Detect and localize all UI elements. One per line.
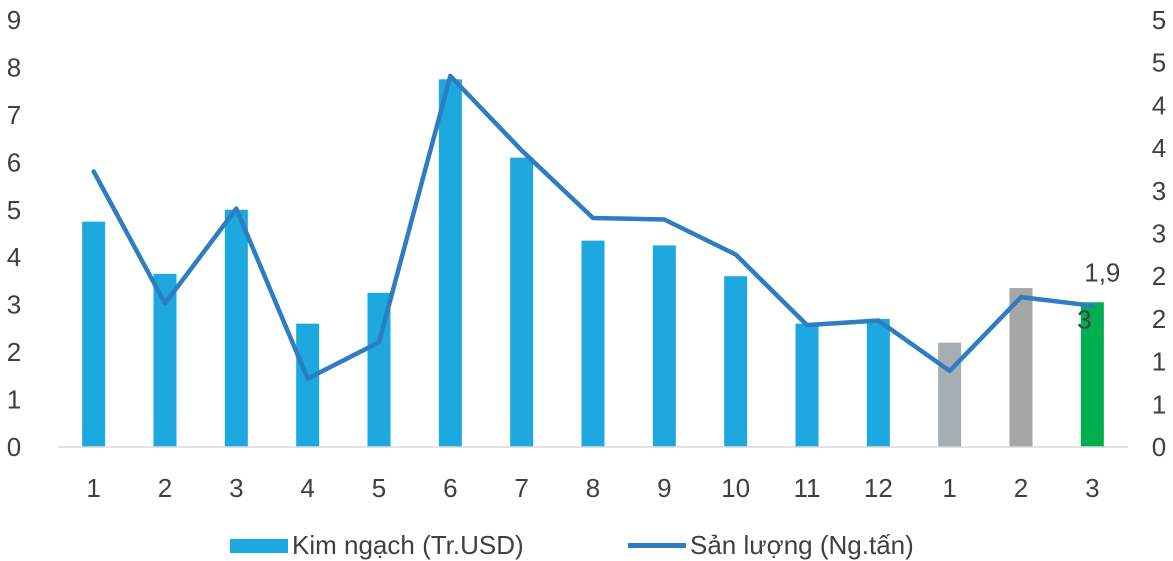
x-tick-label: 3 xyxy=(229,473,243,503)
right-tick-label: 5 xyxy=(1152,48,1166,78)
bar-series xyxy=(82,79,1104,448)
series-line xyxy=(91,73,1095,381)
right-tick-label: 2 xyxy=(1152,304,1166,334)
legend-item-line: Sản lượng (Ng.tấn) xyxy=(628,530,914,561)
bar xyxy=(724,276,748,447)
left-tick-label: 4 xyxy=(7,242,21,272)
right-tick-label: 1 xyxy=(1152,347,1166,377)
x-tick-label: 9 xyxy=(657,473,671,503)
right-tick-label: 1 xyxy=(1152,389,1166,419)
x-tick-label: 11 xyxy=(794,473,821,503)
legend-swatch-line xyxy=(628,543,686,548)
right-axis: 0 1 1 2 2 3 3 4 4 5 5 xyxy=(1152,5,1166,462)
bar xyxy=(652,245,676,447)
bar xyxy=(866,318,890,447)
bar xyxy=(82,221,106,447)
left-tick-label: 9 xyxy=(7,5,21,35)
bar xyxy=(438,79,462,448)
left-axis: 0 1 2 3 4 5 6 7 8 9 xyxy=(7,5,21,462)
right-tick-label: 2 xyxy=(1152,261,1166,291)
right-tick-label: 0 xyxy=(1152,432,1166,462)
left-tick-label: 7 xyxy=(7,100,21,130)
x-tick-label: 7 xyxy=(514,473,528,503)
legend-label-bars: Kim ngạch (Tr.USD) xyxy=(292,530,524,560)
x-tick-label: 5 xyxy=(372,473,386,503)
right-tick-label: 3 xyxy=(1152,176,1166,206)
bar xyxy=(1080,302,1104,447)
left-tick-label: 8 xyxy=(7,52,21,82)
legend: Kim ngạch (Tr.USD) Sản lượng (Ng.tấn) xyxy=(0,530,1173,561)
bar xyxy=(938,342,962,447)
bar xyxy=(581,240,605,447)
left-tick-label: 3 xyxy=(7,290,21,320)
x-tick-label: 8 xyxy=(586,473,600,503)
x-tick-label: 1 xyxy=(942,473,956,503)
x-tick-label: 10 xyxy=(721,473,750,503)
x-tick-label: 4 xyxy=(300,473,314,503)
bar xyxy=(367,292,391,447)
data-label: 1,9 xyxy=(1084,258,1120,288)
bar xyxy=(510,157,534,448)
x-tick-label: 2 xyxy=(1014,473,1028,503)
x-axis: 1 2 3 4 5 6 7 8 9 10 11 12 1 2 3 xyxy=(86,473,1099,503)
data-label: 3 xyxy=(1077,304,1091,334)
right-tick-label: 5 xyxy=(1152,5,1166,35)
left-tick-label: 5 xyxy=(7,195,21,225)
left-tick-label: 6 xyxy=(7,147,21,177)
x-tick-label: 1 xyxy=(86,473,100,503)
legend-label-line: Sản lượng (Ng.tấn) xyxy=(690,530,914,560)
right-tick-label: 4 xyxy=(1152,90,1166,120)
bar xyxy=(1009,288,1033,447)
left-tick-label: 2 xyxy=(7,337,21,367)
legend-item-bars: Kim ngạch (Tr.USD) xyxy=(230,530,524,561)
x-tick-label: 12 xyxy=(864,473,893,503)
line-series xyxy=(91,73,1095,381)
x-tick-label: 3 xyxy=(1085,473,1099,503)
bar xyxy=(795,323,819,447)
bar xyxy=(296,323,320,447)
left-tick-label: 1 xyxy=(7,385,21,415)
bar xyxy=(153,273,177,447)
x-tick-label: 2 xyxy=(158,473,172,503)
right-tick-label: 3 xyxy=(1152,219,1166,249)
legend-swatch-bars xyxy=(230,538,288,553)
left-tick-label: 0 xyxy=(7,432,21,462)
x-tick-label: 6 xyxy=(443,473,457,503)
right-tick-label: 4 xyxy=(1152,133,1166,163)
data-labels: 1,93 xyxy=(1077,258,1120,335)
bar xyxy=(224,209,248,447)
